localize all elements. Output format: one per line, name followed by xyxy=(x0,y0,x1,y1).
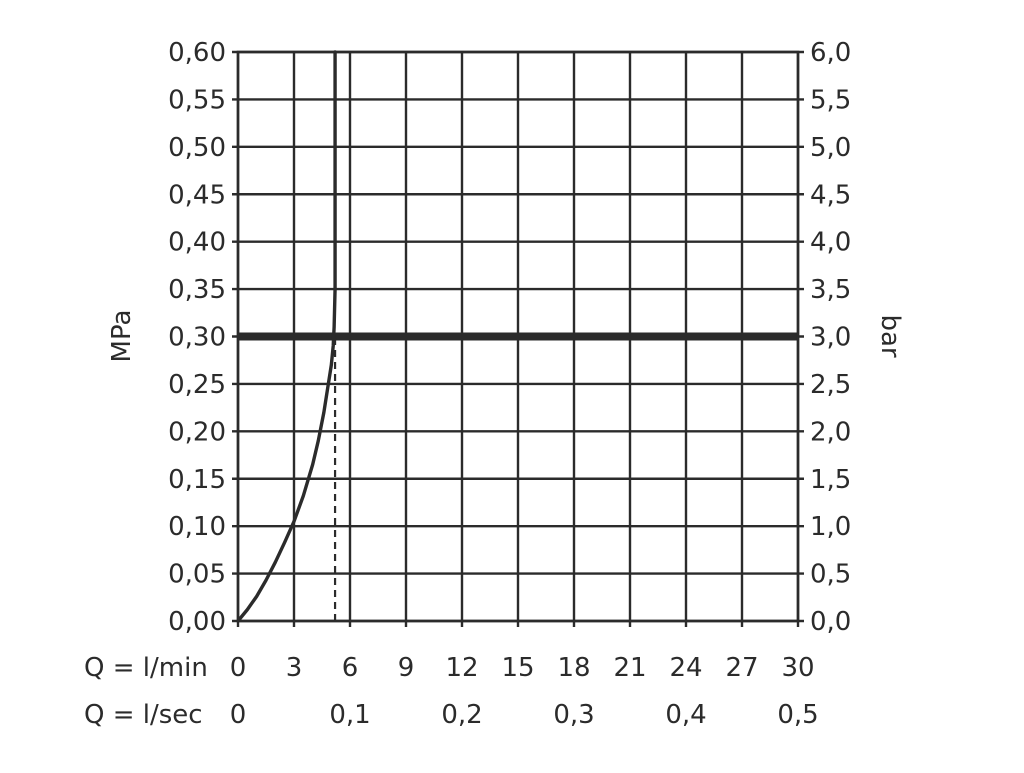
y-right-tick-label: 0,0 xyxy=(810,607,851,637)
y-left-tick-label: 0,35 xyxy=(168,275,226,305)
y-axis-title-right: bar xyxy=(875,314,905,357)
reference-lines xyxy=(238,332,798,621)
y-left-tick-label: 0,50 xyxy=(168,133,226,163)
x-axis-label-l-sec: Q = l/sec xyxy=(84,700,203,730)
x-tick-label: 18 xyxy=(557,653,590,683)
series-layer xyxy=(236,50,337,623)
y-left-tick-label: 0,25 xyxy=(168,370,226,400)
x-tick-label: 0 xyxy=(230,700,247,730)
y-left-tick-label: 0,40 xyxy=(168,228,226,258)
y-right-tick-label: 3,5 xyxy=(810,275,851,305)
x-tick-label: 0,5 xyxy=(777,700,818,730)
plot-frame xyxy=(236,50,800,623)
x-tick-label: 9 xyxy=(398,653,415,683)
y-right-tick-label: 4,0 xyxy=(810,228,851,258)
x-tick-label: 30 xyxy=(781,653,814,683)
x-tick-label: 0 xyxy=(230,653,247,683)
y-right-tick-label: 3,0 xyxy=(810,323,851,353)
y-right-tick-label: 5,5 xyxy=(810,85,851,115)
x-axis-label-l-min: Q = l/min xyxy=(84,653,208,683)
y-left-tick-label: 0,55 xyxy=(168,85,226,115)
y-left-tick-label: 0,10 xyxy=(168,512,226,542)
y-right-tick-label: 5,0 xyxy=(810,133,851,163)
y-left-tick-label: 0,15 xyxy=(168,465,226,495)
axis-labels: 0,000,050,100,150,200,250,300,350,400,45… xyxy=(84,38,905,730)
x-tick-label: 27 xyxy=(725,653,758,683)
y-axis-title-left: MPa xyxy=(107,310,137,363)
plot-border xyxy=(236,50,800,623)
x-tick-label: 15 xyxy=(501,653,534,683)
x-tick-label: 0,2 xyxy=(441,700,482,730)
flow-curve xyxy=(236,50,337,623)
y-left-tick-label: 0,45 xyxy=(168,180,226,210)
y-left-tick-label: 0,00 xyxy=(168,607,226,637)
y-right-tick-label: 1,5 xyxy=(810,465,851,495)
y-right-tick-label: 2,5 xyxy=(810,370,851,400)
y-right-tick-label: 1,0 xyxy=(810,512,851,542)
x-tick-label: 24 xyxy=(669,653,702,683)
y-left-tick-label: 0,30 xyxy=(168,323,226,353)
y-right-tick-label: 4,5 xyxy=(810,180,851,210)
y-left-tick-label: 0,60 xyxy=(168,38,226,68)
y-right-tick-label: 6,0 xyxy=(810,38,851,68)
x-tick-label: 3 xyxy=(286,653,303,683)
x-tick-label: 6 xyxy=(342,653,359,683)
x-tick-label: 0,1 xyxy=(329,700,370,730)
y-left-tick-label: 0,05 xyxy=(168,560,226,590)
y-left-tick-label: 0,20 xyxy=(168,417,226,447)
x-tick-label: 0,3 xyxy=(553,700,594,730)
x-tick-label: 12 xyxy=(445,653,478,683)
y-right-tick-label: 2,0 xyxy=(810,417,851,447)
x-tick-label: 21 xyxy=(613,653,646,683)
x-tick-label: 0,4 xyxy=(665,700,706,730)
y-right-tick-label: 0,5 xyxy=(810,560,851,590)
